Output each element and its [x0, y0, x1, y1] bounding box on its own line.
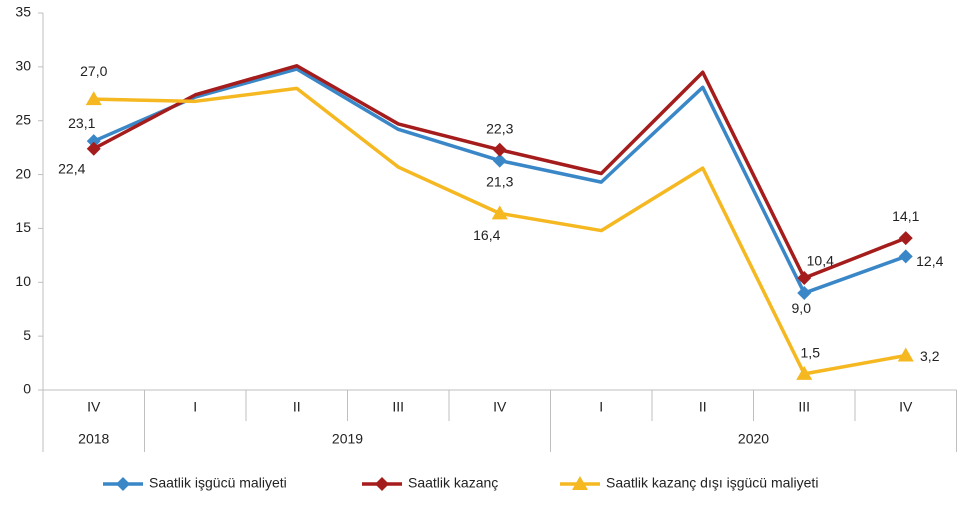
x-tick-label: IV [899, 399, 913, 415]
marker [116, 477, 130, 491]
data-label: 23,1 [68, 115, 95, 131]
data-label: 3,2 [920, 348, 940, 364]
marker [86, 141, 101, 156]
marker [491, 205, 508, 220]
data-label: 27,0 [80, 63, 107, 79]
year-label: 2018 [78, 431, 109, 447]
year-label: 2020 [738, 431, 769, 447]
y-tick-label: 15 [15, 219, 31, 235]
legend-label: Saatlik kazanç dışı işgücü maliyeti [606, 475, 818, 491]
y-tick-label: 35 [15, 4, 31, 20]
legend-label: Saatlik kazanç [408, 475, 498, 491]
y-tick-label: 25 [15, 111, 31, 127]
y-tick-label: 30 [15, 58, 31, 74]
data-label: 1,5 [801, 345, 821, 361]
marker [572, 476, 588, 490]
data-label: 10,4 [807, 253, 834, 269]
marker [796, 365, 813, 380]
data-label: 22,3 [486, 121, 513, 137]
data-label: 22,4 [58, 160, 85, 176]
x-tick-label: IV [87, 399, 101, 415]
data-label: 14,1 [892, 208, 919, 224]
y-tick-label: 5 [23, 327, 31, 343]
x-tick-label: II [699, 399, 707, 415]
marker [797, 286, 812, 301]
data-label: 12,4 [916, 253, 943, 269]
x-tick-label: III [798, 399, 810, 415]
data-label: 21,3 [486, 173, 513, 189]
marker [492, 153, 507, 168]
x-tick-label: I [193, 399, 197, 415]
legend-label: Saatlik işgücü maliyeti [149, 475, 287, 491]
y-tick-label: 0 [23, 381, 31, 397]
marker [797, 270, 812, 285]
marker [86, 134, 101, 149]
x-tick-label: IV [493, 399, 507, 415]
y-tick-label: 20 [15, 165, 31, 181]
y-tick-label: 10 [15, 273, 31, 289]
data-label: 9,0 [792, 300, 812, 316]
marker [492, 142, 507, 157]
x-tick-label: II [293, 399, 301, 415]
marker [375, 477, 389, 491]
marker [898, 231, 913, 246]
marker [898, 249, 913, 264]
x-tick-label: I [599, 399, 603, 415]
data-label: 16,4 [473, 227, 500, 243]
marker [897, 347, 914, 362]
year-label: 2019 [332, 431, 363, 447]
x-tick-label: III [392, 399, 404, 415]
marker [85, 91, 102, 106]
